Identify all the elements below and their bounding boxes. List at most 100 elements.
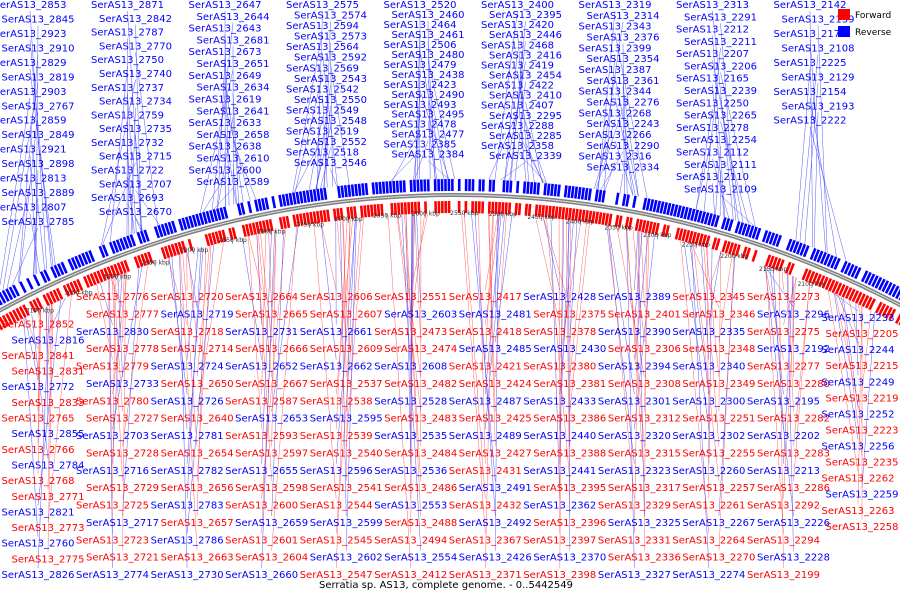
reverse-gene-arrow bbox=[153, 226, 161, 239]
reverse-gene-arrow bbox=[505, 180, 509, 193]
gene-label-reverse: SerAS13_2633 bbox=[189, 118, 262, 129]
forward-gene-arrow bbox=[587, 210, 593, 223]
reverse-gene-arrow bbox=[281, 194, 287, 207]
forward-gene-arrow bbox=[601, 212, 606, 225]
gene-label-reverse: SerAS13_2249 bbox=[822, 377, 895, 388]
reverse-gene-arrow bbox=[884, 282, 893, 294]
gene-label-reverse: SerAS13_2489 bbox=[449, 431, 522, 442]
connector-line bbox=[569, 220, 578, 343]
gene-label-reverse: SerAS13_2285 bbox=[489, 131, 562, 142]
forward-gene-arrow bbox=[724, 241, 731, 254]
connector-line bbox=[550, 217, 561, 499]
reverse-gene-arrow bbox=[850, 265, 859, 278]
forward-gene-arrow bbox=[507, 202, 512, 215]
reverse-gene-arrow bbox=[202, 211, 208, 225]
gene-label-forward: SerAS13_2398 bbox=[523, 570, 596, 581]
gene-label-reverse: SerAS13_2787 bbox=[91, 28, 164, 39]
kbp-tick-label: 3100 kbp bbox=[26, 307, 54, 314]
reverse-gene-arrow bbox=[580, 187, 586, 200]
connector-line-reverse bbox=[32, 199, 39, 276]
reverse-gene-arrow bbox=[316, 188, 321, 201]
reverse-gene-arrow bbox=[171, 220, 178, 233]
forward-gene-arrow bbox=[644, 220, 650, 233]
gene-label-reverse: SerAS13_2222 bbox=[774, 116, 847, 127]
reverse-gene-arrow bbox=[88, 249, 96, 263]
gene-label-forward: SerAS13_2833 bbox=[12, 398, 85, 409]
forward-gene-arrow bbox=[174, 242, 181, 255]
forward-gene-arrow bbox=[788, 263, 795, 276]
connector-line-reverse bbox=[232, 140, 257, 200]
gene-label-forward: SerAS13_2294 bbox=[747, 535, 820, 546]
forward-gene-arrow bbox=[15, 307, 24, 320]
forward-gene-arrow bbox=[561, 207, 566, 220]
gene-label-reverse: SerAS13_2659 bbox=[235, 518, 308, 529]
connector-line bbox=[47, 297, 66, 334]
gene-label-reverse: SerAS13_2268 bbox=[579, 108, 652, 119]
forward-gene-arrow bbox=[818, 275, 826, 288]
reverse-gene-arrow bbox=[195, 213, 201, 226]
gene-label-reverse: SerAS13_2592 bbox=[294, 53, 367, 64]
gene-label-reverse: SerAS13_2171 bbox=[774, 29, 847, 40]
forward-gene-arrow bbox=[494, 201, 498, 214]
forward-gene-arrow bbox=[312, 211, 317, 224]
connector-line bbox=[474, 213, 496, 516]
connector-line bbox=[37, 310, 40, 318]
forward-gene-arrow bbox=[694, 232, 701, 245]
gene-label-reverse: SerAS13_2853 bbox=[0, 0, 66, 11]
connector-line-reverse bbox=[720, 97, 739, 222]
gene-label-reverse: SerAS13_2608 bbox=[374, 362, 447, 373]
connector-line-reverse bbox=[135, 190, 160, 226]
gene-label-reverse: SerAS13_2575 bbox=[286, 0, 359, 11]
gene-label-reverse: SerAS13_2638 bbox=[189, 142, 262, 153]
reverse-gene-arrow bbox=[813, 249, 820, 262]
forward-gene-arrow bbox=[534, 204, 539, 217]
gene-label-reverse: SerAS13_2274 bbox=[672, 570, 745, 581]
gene-label-forward: SerAS13_2597 bbox=[235, 448, 308, 459]
gene-label-reverse: SerAS13_2165 bbox=[676, 74, 749, 85]
forward-gene-arrow bbox=[851, 290, 860, 303]
legend: Forward Reverse bbox=[838, 9, 892, 38]
gene-label-reverse: SerAS13_2602 bbox=[310, 553, 383, 564]
connector-line-reverse bbox=[517, 151, 547, 184]
gene-label-forward: SerAS13_2544 bbox=[300, 501, 373, 512]
reverse-gene-arrow bbox=[614, 192, 620, 205]
forward-gene-arrow bbox=[527, 203, 532, 217]
reverse-gene-arrow bbox=[632, 195, 637, 208]
connector-line bbox=[122, 273, 125, 343]
gene-label-reverse: SerAS13_2506 bbox=[384, 40, 457, 51]
reverse-gene-arrow bbox=[375, 182, 379, 195]
connector-line bbox=[535, 216, 561, 325]
connector-line-reverse bbox=[504, 51, 518, 181]
kbp-tick-mark bbox=[231, 237, 234, 244]
connector-line bbox=[703, 246, 720, 447]
connector-line bbox=[256, 234, 272, 482]
gene-label-reverse: SerAS13_2254 bbox=[684, 135, 757, 146]
reverse-gene-arrow bbox=[864, 271, 872, 284]
gene-label-reverse: SerAS13_2726 bbox=[151, 396, 224, 407]
gene-label-forward: SerAS13_2306 bbox=[608, 344, 681, 355]
gene-label-forward: SerAS13_2345 bbox=[672, 292, 745, 303]
connector-line bbox=[693, 243, 720, 482]
connector-line bbox=[96, 284, 113, 360]
gene-label-forward: SerAS13_2537 bbox=[310, 379, 383, 390]
connector-line-reverse bbox=[323, 105, 331, 188]
reverse-gene-arrow bbox=[112, 240, 120, 253]
gene-label-reverse: SerAS13_2717 bbox=[86, 518, 159, 529]
reverse-gene-arrow bbox=[312, 189, 318, 202]
connector-line bbox=[546, 217, 571, 482]
kbp-tick-mark bbox=[656, 233, 659, 240]
forward-gene-arrow bbox=[143, 252, 151, 265]
forward-gene-arrow bbox=[261, 220, 267, 233]
gene-label-forward: SerAS13_2432 bbox=[449, 501, 522, 512]
gene-label-reverse: SerAS13_2440 bbox=[523, 431, 596, 442]
connector-line bbox=[47, 295, 72, 522]
forward-gene-arrow bbox=[167, 244, 174, 258]
connector-line-reverse bbox=[595, 108, 624, 190]
gene-label-reverse: SerAS13_2426 bbox=[459, 553, 532, 564]
reverse-gene-arrow bbox=[278, 194, 283, 208]
connector-line bbox=[335, 218, 353, 395]
forward-gene-arrow bbox=[93, 271, 101, 284]
forward-gene-arrow bbox=[841, 285, 849, 298]
gene-label-reverse: SerAS13_2807 bbox=[0, 203, 66, 214]
gene-label-reverse: SerAS13_2730 bbox=[151, 570, 224, 581]
